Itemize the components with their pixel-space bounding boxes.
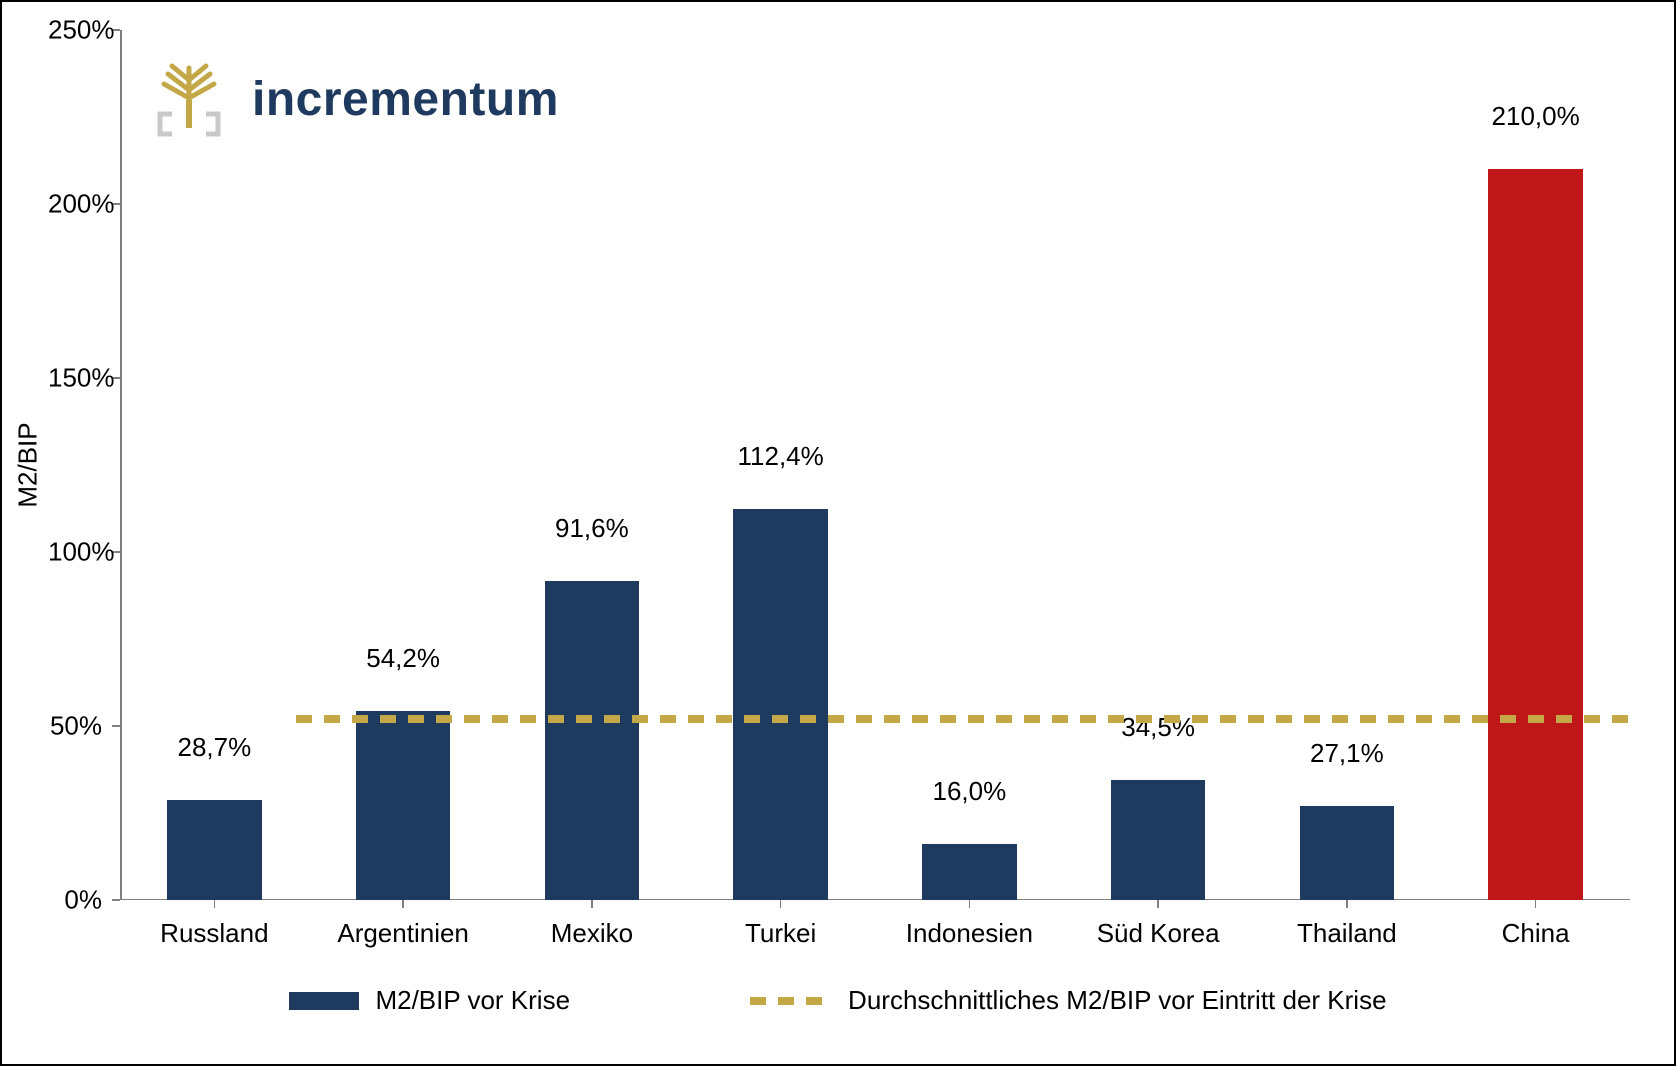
bar (1300, 806, 1394, 900)
average-line (296, 715, 1630, 723)
x-category-label: Mexiko (551, 918, 633, 949)
legend-swatch-bar (289, 992, 359, 1010)
y-tick-mark (112, 725, 120, 727)
bar (167, 800, 261, 900)
x-category-label: Süd Korea (1097, 918, 1220, 949)
y-axis-title: M2/BIP (13, 422, 44, 507)
chart-legend: M2/BIP vor Krise Durchschnittliches M2/B… (0, 985, 1676, 1016)
y-tick-label: 150% (48, 363, 102, 394)
x-tick-mark (214, 900, 216, 908)
bar-value-label: 210,0% (1492, 101, 1580, 132)
chart-plot-area: 28,7%54,2%91,6%112,4%16,0%34,5%27,1%210,… (120, 30, 1630, 900)
x-category-label: Turkei (745, 918, 816, 949)
bar-value-label: 91,6% (555, 513, 629, 544)
bar-value-label: 28,7% (178, 732, 252, 763)
x-category-label: Indonesien (906, 918, 1033, 949)
x-tick-mark (1535, 900, 1537, 908)
bar (545, 581, 639, 900)
legend-swatch-dash (750, 997, 832, 1005)
y-tick-mark (112, 899, 120, 901)
y-tick-label: 0% (48, 885, 102, 916)
bar (733, 509, 827, 900)
y-tick-label: 200% (48, 189, 102, 220)
x-tick-mark (1346, 900, 1348, 908)
y-tick-label: 100% (48, 537, 102, 568)
x-tick-mark (402, 900, 404, 908)
bar (1488, 169, 1582, 900)
bar-value-label: 54,2% (366, 643, 440, 674)
x-category-label: Thailand (1297, 918, 1397, 949)
legend-avg-label: Durchschnittliches M2/BIP vor Eintritt d… (848, 985, 1386, 1016)
x-category-label: Argentinien (337, 918, 469, 949)
bar (922, 844, 1016, 900)
legend-item-series: M2/BIP vor Krise (289, 985, 570, 1016)
x-tick-mark (969, 900, 971, 908)
bar (356, 711, 450, 900)
x-tick-mark (1157, 900, 1159, 908)
bar-value-label: 16,0% (933, 776, 1007, 807)
bar-value-label: 27,1% (1310, 738, 1384, 769)
y-axis-line (120, 30, 122, 900)
y-tick-label: 50% (48, 711, 102, 742)
x-category-label: China (1502, 918, 1570, 949)
x-category-label: Russland (160, 918, 268, 949)
x-tick-mark (591, 900, 593, 908)
legend-series-label: M2/BIP vor Krise (375, 985, 570, 1016)
legend-item-avg: Durchschnittliches M2/BIP vor Eintritt d… (750, 985, 1386, 1016)
x-tick-mark (780, 900, 782, 908)
bar-value-label: 112,4% (737, 441, 823, 472)
x-axis-line (120, 899, 1630, 901)
bar (1111, 780, 1205, 900)
y-tick-label: 250% (48, 15, 102, 46)
